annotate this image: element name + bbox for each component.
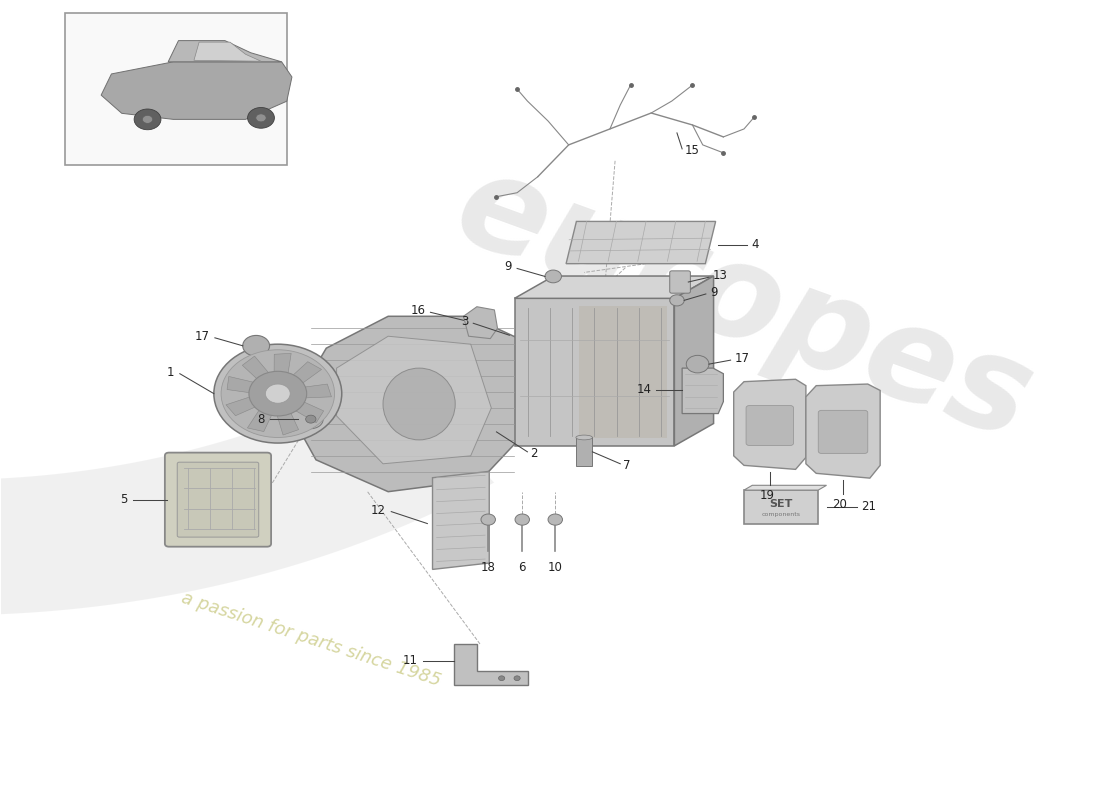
Polygon shape (284, 362, 321, 390)
Bar (576, 438, 593, 466)
Polygon shape (242, 356, 275, 387)
Ellipse shape (576, 435, 593, 440)
Circle shape (213, 344, 342, 443)
Text: 5: 5 (120, 493, 128, 506)
FancyBboxPatch shape (165, 453, 271, 546)
FancyBboxPatch shape (670, 271, 691, 293)
Circle shape (686, 355, 708, 373)
Circle shape (544, 270, 561, 283)
Polygon shape (0, 225, 494, 615)
Text: 19: 19 (759, 490, 774, 502)
Text: 17: 17 (195, 330, 210, 342)
Polygon shape (248, 402, 276, 431)
Circle shape (248, 107, 274, 128)
Polygon shape (337, 336, 492, 464)
Text: 11: 11 (403, 654, 418, 667)
Circle shape (515, 514, 529, 525)
Text: 18: 18 (481, 561, 496, 574)
Text: 3: 3 (461, 315, 469, 328)
Polygon shape (292, 384, 331, 398)
Text: 13: 13 (713, 269, 728, 282)
Text: 7: 7 (624, 459, 630, 472)
Bar (579, 306, 667, 438)
Text: 10: 10 (548, 561, 563, 574)
Circle shape (670, 294, 684, 306)
Text: 1: 1 (167, 366, 175, 378)
Text: 20: 20 (833, 498, 847, 511)
Text: 9: 9 (710, 286, 717, 299)
Polygon shape (274, 354, 292, 382)
Text: a passion for parts since 1985: a passion for parts since 1985 (178, 589, 443, 690)
Circle shape (548, 514, 562, 525)
Circle shape (298, 410, 323, 429)
Text: 15: 15 (684, 144, 700, 157)
Polygon shape (432, 471, 490, 570)
Circle shape (249, 371, 307, 416)
FancyBboxPatch shape (818, 410, 868, 454)
Polygon shape (454, 644, 528, 686)
Text: 4: 4 (751, 238, 759, 251)
Circle shape (481, 514, 495, 525)
Text: 2: 2 (530, 447, 538, 460)
Polygon shape (566, 222, 716, 264)
Polygon shape (101, 62, 292, 119)
Circle shape (142, 115, 153, 123)
Text: 14: 14 (636, 383, 651, 396)
Text: 9: 9 (505, 260, 512, 274)
Text: SET: SET (770, 499, 793, 510)
Polygon shape (286, 397, 323, 422)
Text: 16: 16 (410, 304, 426, 318)
Bar (65, 14, 287, 165)
Circle shape (134, 109, 161, 130)
FancyBboxPatch shape (177, 462, 258, 537)
Circle shape (514, 676, 520, 681)
Circle shape (265, 384, 290, 403)
Text: 8: 8 (257, 413, 264, 426)
Polygon shape (194, 42, 261, 62)
Polygon shape (806, 384, 880, 478)
Polygon shape (227, 377, 265, 394)
Circle shape (221, 350, 334, 438)
Polygon shape (168, 41, 282, 62)
Text: components: components (761, 512, 801, 518)
Polygon shape (463, 306, 497, 338)
Text: 21: 21 (861, 500, 877, 514)
Polygon shape (515, 276, 714, 298)
FancyBboxPatch shape (746, 406, 793, 446)
Polygon shape (744, 486, 826, 490)
Text: europes: europes (440, 142, 1048, 467)
Text: 6: 6 (518, 561, 526, 574)
Polygon shape (226, 394, 267, 416)
Circle shape (243, 335, 270, 356)
Circle shape (256, 114, 266, 122)
Polygon shape (274, 403, 298, 435)
Polygon shape (674, 276, 714, 446)
Polygon shape (300, 316, 522, 492)
Ellipse shape (383, 368, 455, 440)
Text: 12: 12 (371, 503, 386, 517)
Polygon shape (734, 379, 806, 470)
Circle shape (498, 676, 505, 681)
Circle shape (306, 415, 316, 423)
Text: 17: 17 (735, 352, 750, 365)
Polygon shape (744, 490, 818, 523)
Polygon shape (682, 368, 724, 414)
Bar (248, 356, 264, 363)
Polygon shape (515, 298, 674, 446)
